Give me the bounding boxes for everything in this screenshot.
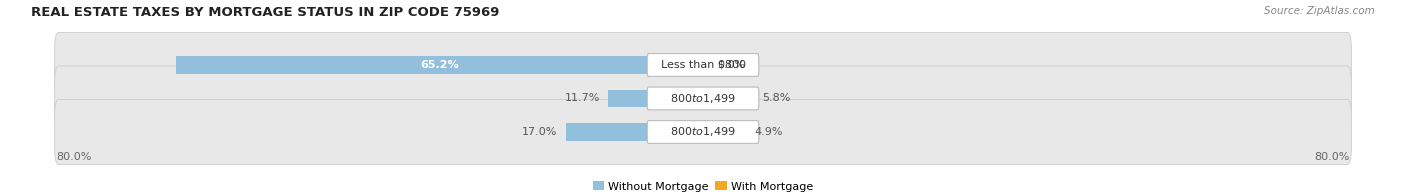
Bar [703, 56, 706, 74]
Text: 65.2%: 65.2% [420, 60, 458, 70]
Text: 4.9%: 4.9% [755, 127, 783, 137]
FancyBboxPatch shape [55, 32, 1351, 98]
FancyBboxPatch shape [647, 87, 759, 110]
Text: 80.0%: 80.0% [56, 152, 91, 162]
Text: Less than $800: Less than $800 [661, 60, 745, 70]
Text: 5.8%: 5.8% [762, 93, 790, 104]
Text: Source: ZipAtlas.com: Source: ZipAtlas.com [1264, 6, 1375, 16]
Text: REAL ESTATE TAXES BY MORTGAGE STATUS IN ZIP CODE 75969: REAL ESTATE TAXES BY MORTGAGE STATUS IN … [31, 6, 499, 19]
Text: $800 to $1,499: $800 to $1,499 [671, 126, 735, 138]
FancyBboxPatch shape [647, 54, 759, 76]
FancyBboxPatch shape [55, 66, 1351, 131]
Legend: Without Mortgage, With Mortgage: Without Mortgage, With Mortgage [588, 177, 818, 195]
Bar [176, 56, 703, 74]
Bar [703, 123, 742, 141]
Bar [565, 123, 703, 141]
Bar [609, 90, 703, 107]
Text: $800 to $1,499: $800 to $1,499 [671, 92, 735, 105]
FancyBboxPatch shape [647, 121, 759, 143]
Text: 80.0%: 80.0% [1315, 152, 1350, 162]
Bar [703, 90, 749, 107]
FancyBboxPatch shape [55, 99, 1351, 165]
Text: 11.7%: 11.7% [565, 93, 600, 104]
Text: 17.0%: 17.0% [522, 127, 558, 137]
Text: 0.0%: 0.0% [717, 60, 745, 70]
